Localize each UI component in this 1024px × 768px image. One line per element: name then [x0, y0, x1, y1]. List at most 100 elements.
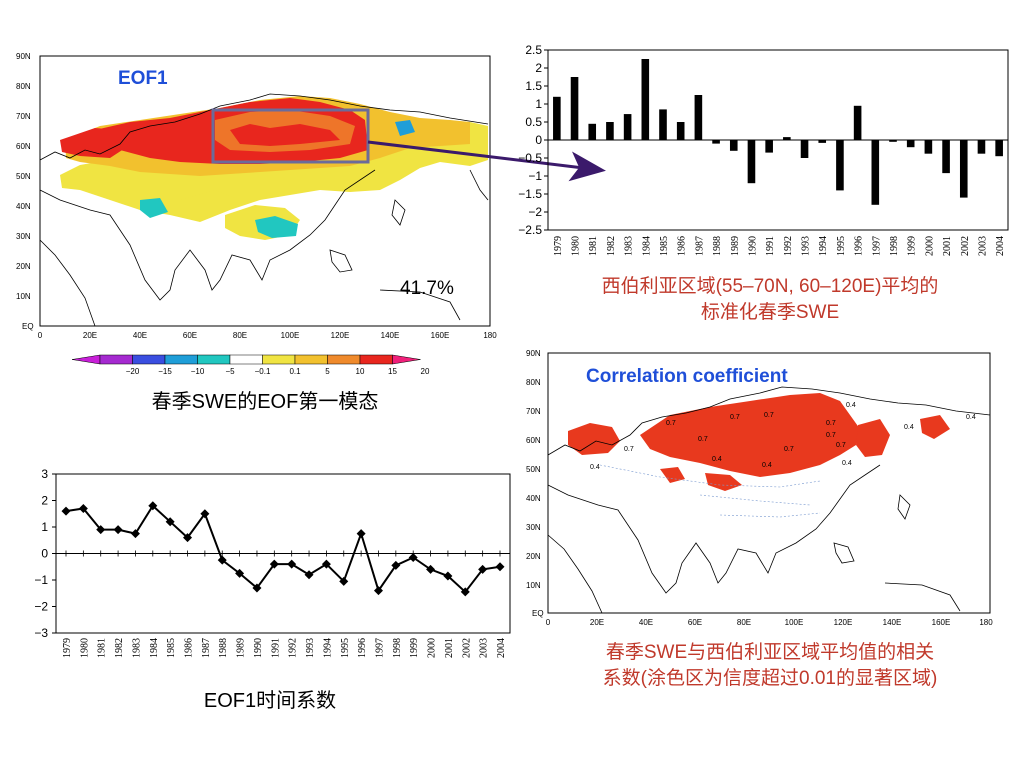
corr-label-12: 0.4 — [712, 456, 722, 463]
bar-ytick-7: −1 — [528, 169, 542, 183]
line-point-1999 — [408, 552, 418, 562]
bar-ytick-10: −2.5 — [518, 223, 542, 237]
bar-xtick-1982: 1982 — [606, 236, 617, 256]
region-arrow — [367, 140, 606, 182]
bar-1996 — [853, 105, 862, 140]
corr-label-9: 0.4 — [846, 402, 856, 409]
colorbar-label-9: 20 — [421, 367, 430, 376]
line-xtick-2004: 2004 — [496, 638, 507, 658]
line-point-1996 — [356, 529, 366, 539]
line-path — [65, 504, 501, 594]
corr-shade-central — [660, 467, 685, 483]
corr-label-2: 0.7 — [666, 420, 676, 427]
bar-1989 — [729, 140, 738, 151]
line-xtick-1996: 1996 — [357, 638, 368, 658]
colorbar-label-6: 5 — [325, 367, 330, 376]
bar-y-ticks: 2.5 2 1.5 1 0.5 0 −0.5 −1 −1.5 −2 −2.5 — [518, 43, 548, 237]
corr-lat-40: 40N — [526, 494, 541, 503]
bar-xtick-2000: 2000 — [924, 236, 935, 256]
corr-label-4: 0.7 — [624, 446, 634, 453]
corr-coastlines — [547, 386, 991, 614]
bar-xtick-1998: 1998 — [889, 236, 900, 256]
bar-xtick-1987: 1987 — [694, 236, 705, 256]
line-xtick-2001: 2001 — [444, 638, 455, 658]
line-xtick-2000: 2000 — [427, 638, 438, 658]
line-xtick-1984: 1984 — [149, 638, 160, 658]
eof-central-cyan — [140, 198, 168, 218]
corr-caption: 春季SWE与西伯利亚区域平均值的相关 系数(涂色区为信度超过0.01的显著区域) — [520, 640, 1020, 692]
line-point-1993 — [304, 570, 314, 580]
colorbar-tip-right — [392, 354, 421, 365]
corr-label-15: 0.4 — [842, 460, 852, 467]
corr-lon-80: 80E — [737, 618, 751, 627]
corr-map: 0.7 0.7 0.7 0.7 0.7 0.7 0.7 0.7 0.7 0.4 … — [526, 349, 993, 627]
bar-1995 — [836, 140, 844, 191]
eof-lon-160: 160E — [431, 331, 450, 340]
line-point-1982 — [113, 525, 123, 535]
line-xtick-1999: 1999 — [409, 638, 420, 658]
colorbar-swatch-8 — [359, 354, 393, 365]
line-xtick-1992: 1992 — [288, 638, 299, 658]
arrow-line — [367, 140, 606, 182]
line-xtick-2002: 2002 — [461, 638, 472, 658]
corr-lon-160: 160E — [932, 618, 951, 627]
bar-caption: 西伯利亚区域(55–70N, 60–120E)平均的 标准化春季SWE — [520, 274, 1020, 326]
line-point-2001 — [443, 571, 453, 581]
bar-ytick-8: −1.5 — [518, 187, 542, 201]
line-point-2004 — [495, 562, 505, 572]
line-point-1992 — [287, 559, 297, 569]
corr-lon-60: 60E — [688, 618, 702, 627]
eof-coastlines — [39, 93, 489, 327]
line-xtick-1997: 1997 — [374, 638, 385, 658]
bar-xtick-1999: 1999 — [907, 236, 918, 256]
line-xtick-1983: 1983 — [131, 638, 142, 658]
corr-label-7: 0.7 — [826, 432, 836, 439]
colorbar-swatch-5 — [262, 354, 296, 365]
corr-shade-west — [568, 423, 620, 455]
eof-yellow-extra — [180, 190, 235, 216]
corr-dotted-contours — [599, 464, 821, 518]
colorbar-swatch-0 — [99, 354, 133, 365]
bar-xtick-1995: 1995 — [836, 236, 847, 256]
line-point-1981 — [96, 525, 106, 535]
eof-red-spots — [230, 124, 340, 146]
line-ytick-3: 0 — [41, 547, 48, 561]
eof-lat-80: 80N — [16, 82, 31, 91]
bar-xtick-2003: 2003 — [977, 236, 988, 256]
bar-1981 — [588, 123, 597, 140]
bar-2001 — [942, 140, 950, 174]
colorbar-labels: −20 −15 −10 −5 −0.1 0.1 5 10 15 20 — [126, 367, 430, 376]
corr-lat-ticks: 90N 80N 70N 60N 50N 40N 30N 20N 10N EQ — [526, 349, 544, 618]
corr-lon-100: 100E — [785, 618, 804, 627]
line-ytick-6: −3 — [34, 626, 48, 640]
eof-lat-60: 60N — [16, 142, 31, 151]
eof-lat-10: 10N — [16, 292, 31, 301]
corr-label-6: 0.7 — [826, 420, 836, 427]
eof-lat-90: 90N — [16, 52, 31, 61]
bar-xtick-2001: 2001 — [942, 236, 953, 256]
line-xtick-1980: 1980 — [79, 638, 90, 658]
bar-caption-line-2: 标准化春季SWE — [700, 302, 840, 323]
colorbar-label-3: −5 — [225, 367, 235, 376]
line-xtick-1993: 1993 — [305, 638, 316, 658]
eof-lon-80: 80E — [233, 331, 247, 340]
line-point-1985 — [165, 517, 175, 527]
colorbar-label-8: 15 — [388, 367, 397, 376]
corr-label-13: 0.4 — [762, 462, 772, 469]
line-point-1983 — [130, 529, 140, 539]
corr-lat-50: 50N — [526, 465, 541, 474]
bar-ytick-0: 2.5 — [525, 43, 542, 57]
eof-lat-eq: EQ — [22, 322, 34, 331]
line-point-1991 — [269, 559, 279, 569]
bar-1979 — [553, 96, 561, 140]
line-point-1997 — [373, 586, 383, 596]
eof-map-panel: 90N 80N 70N 60N 50N 40N 30N 20N 10N EQ 0… — [0, 40, 500, 350]
bar-xtick-1997: 1997 — [871, 236, 882, 256]
bar-1990 — [747, 140, 756, 184]
bar-xtick-1979: 1979 — [553, 236, 564, 256]
bar-ytick-5: 0 — [535, 133, 542, 147]
eof-lon-40: 40E — [133, 331, 147, 340]
bar-1980 — [570, 77, 579, 140]
corr-shade-far-east — [920, 415, 950, 439]
